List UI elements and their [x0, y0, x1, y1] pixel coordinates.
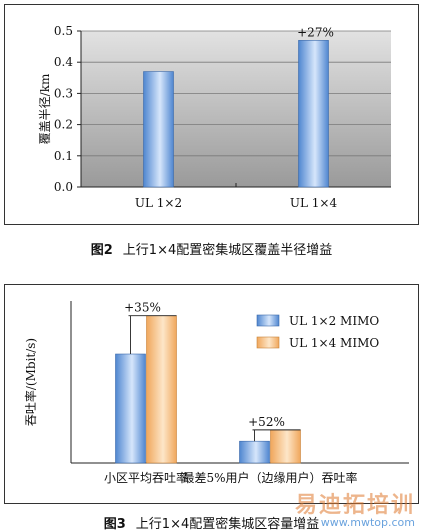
watermark-chinese: 易迪拓培训 [294, 493, 415, 518]
y-tick-label: 0.1 [54, 149, 73, 163]
figure-2-caption: 图2 上行1×4配置密集城区覆盖半径增益 [0, 239, 423, 258]
legend-label: UL 1×2 MIMO [289, 314, 379, 328]
bar-ul1x2-2 [239, 440, 270, 464]
figure-3-number: 图3 [103, 517, 126, 532]
bar-ul1x4-2 [270, 429, 301, 464]
y-tick-label: 0.5 [54, 24, 73, 38]
gain-annotation: +52% [248, 415, 285, 429]
y-tick-label: 0.0 [54, 180, 73, 194]
throughput-chart: 吞吐率/(Mbit/s) +35% 小区平均吞吐率 +52% 最差5%用户（边缘用户）吞… [23, 301, 409, 485]
y-axis-label: 覆盖半径/km [38, 73, 52, 144]
figure-2-caption-text: 上行1×4配置密集城区覆盖半径增益 [122, 243, 333, 258]
figure-2-number: 图2 [90, 243, 113, 258]
bar-2 [298, 40, 329, 188]
figure-2-frame: 0.0 0.1 0.2 0.3 0.4 0.5 UL 1×2 UL 1×4 +27% 覆盖半径/k… [4, 4, 419, 225]
y-tick-label: 0.2 [54, 118, 73, 132]
y-tick-label: 0.3 [54, 86, 73, 100]
y-axis-label: 吞吐率/(Mbit/s) [23, 338, 38, 426]
bar-1 [143, 71, 174, 188]
gain-annotation: +35% [124, 301, 161, 315]
x-tick-label: UL 1×4 [290, 196, 338, 210]
figure-3-frame: 吞吐率/(Mbit/s) +35% 小区平均吞吐率 +52% 最差5%用户（边缘用户）吞… [4, 284, 419, 504]
x-tick-label: 小区平均吞吐率 [104, 470, 188, 485]
legend-swatch-1 [256, 314, 280, 327]
bar-ul1x2-1 [115, 353, 146, 464]
figure-3-caption-text: 上行1×4配置密集城区容量增益 [135, 517, 320, 532]
coverage-radius-chart: 0.0 0.1 0.2 0.3 0.4 0.5 UL 1×2 UL 1×4 +27% 覆盖半径/k… [38, 24, 391, 210]
figure-3-caption: 图3 上行1×4配置密集城区容量增益 [0, 513, 423, 532]
bar-ul1x4-1 [146, 315, 177, 464]
plot-area [81, 31, 391, 187]
x-tick-label: UL 1×2 [135, 196, 182, 210]
x-tick-label: 最差5%用户（边缘用户）吞吐率 [182, 470, 357, 485]
legend-label: UL 1×4 MIMO [289, 336, 379, 350]
y-tick-label: 0.4 [54, 55, 73, 69]
watermark-url: www.mwtop.com [320, 516, 415, 529]
legend-swatch-2 [256, 336, 280, 349]
gain-annotation: +27% [297, 25, 334, 39]
watermark-logo: 易迪拓培训 www.mwtop.com [294, 493, 415, 529]
